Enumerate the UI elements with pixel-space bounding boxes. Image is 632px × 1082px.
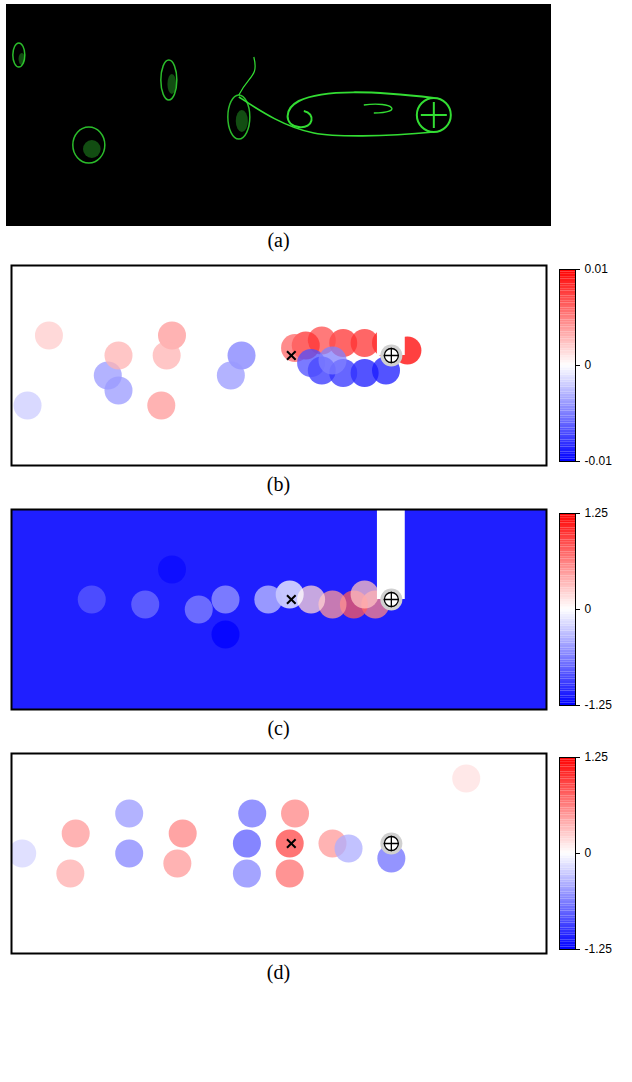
svg-text:0.01: 0.01 <box>585 262 609 276</box>
html-text:(c): (c) <box>267 717 290 739</box>
svg-text:0: 0 <box>585 846 592 860</box>
svg-text:1.25: 1.25 <box>585 750 609 764</box>
svg-text:-1.25: -1.25 <box>585 698 613 712</box>
svg-text:1.25: 1.25 <box>585 506 609 520</box>
svg-text:0: 0 <box>585 602 592 616</box>
html-text:(a): (a) <box>267 229 290 251</box>
html-text:(d): (d) <box>266 961 291 983</box>
svg-text:-0.01: -0.01 <box>585 454 613 468</box>
svg-text:0: 0 <box>585 358 592 372</box>
html-text:(b): (b) <box>266 473 291 495</box>
svg-text:-1.25: -1.25 <box>585 942 613 956</box>
